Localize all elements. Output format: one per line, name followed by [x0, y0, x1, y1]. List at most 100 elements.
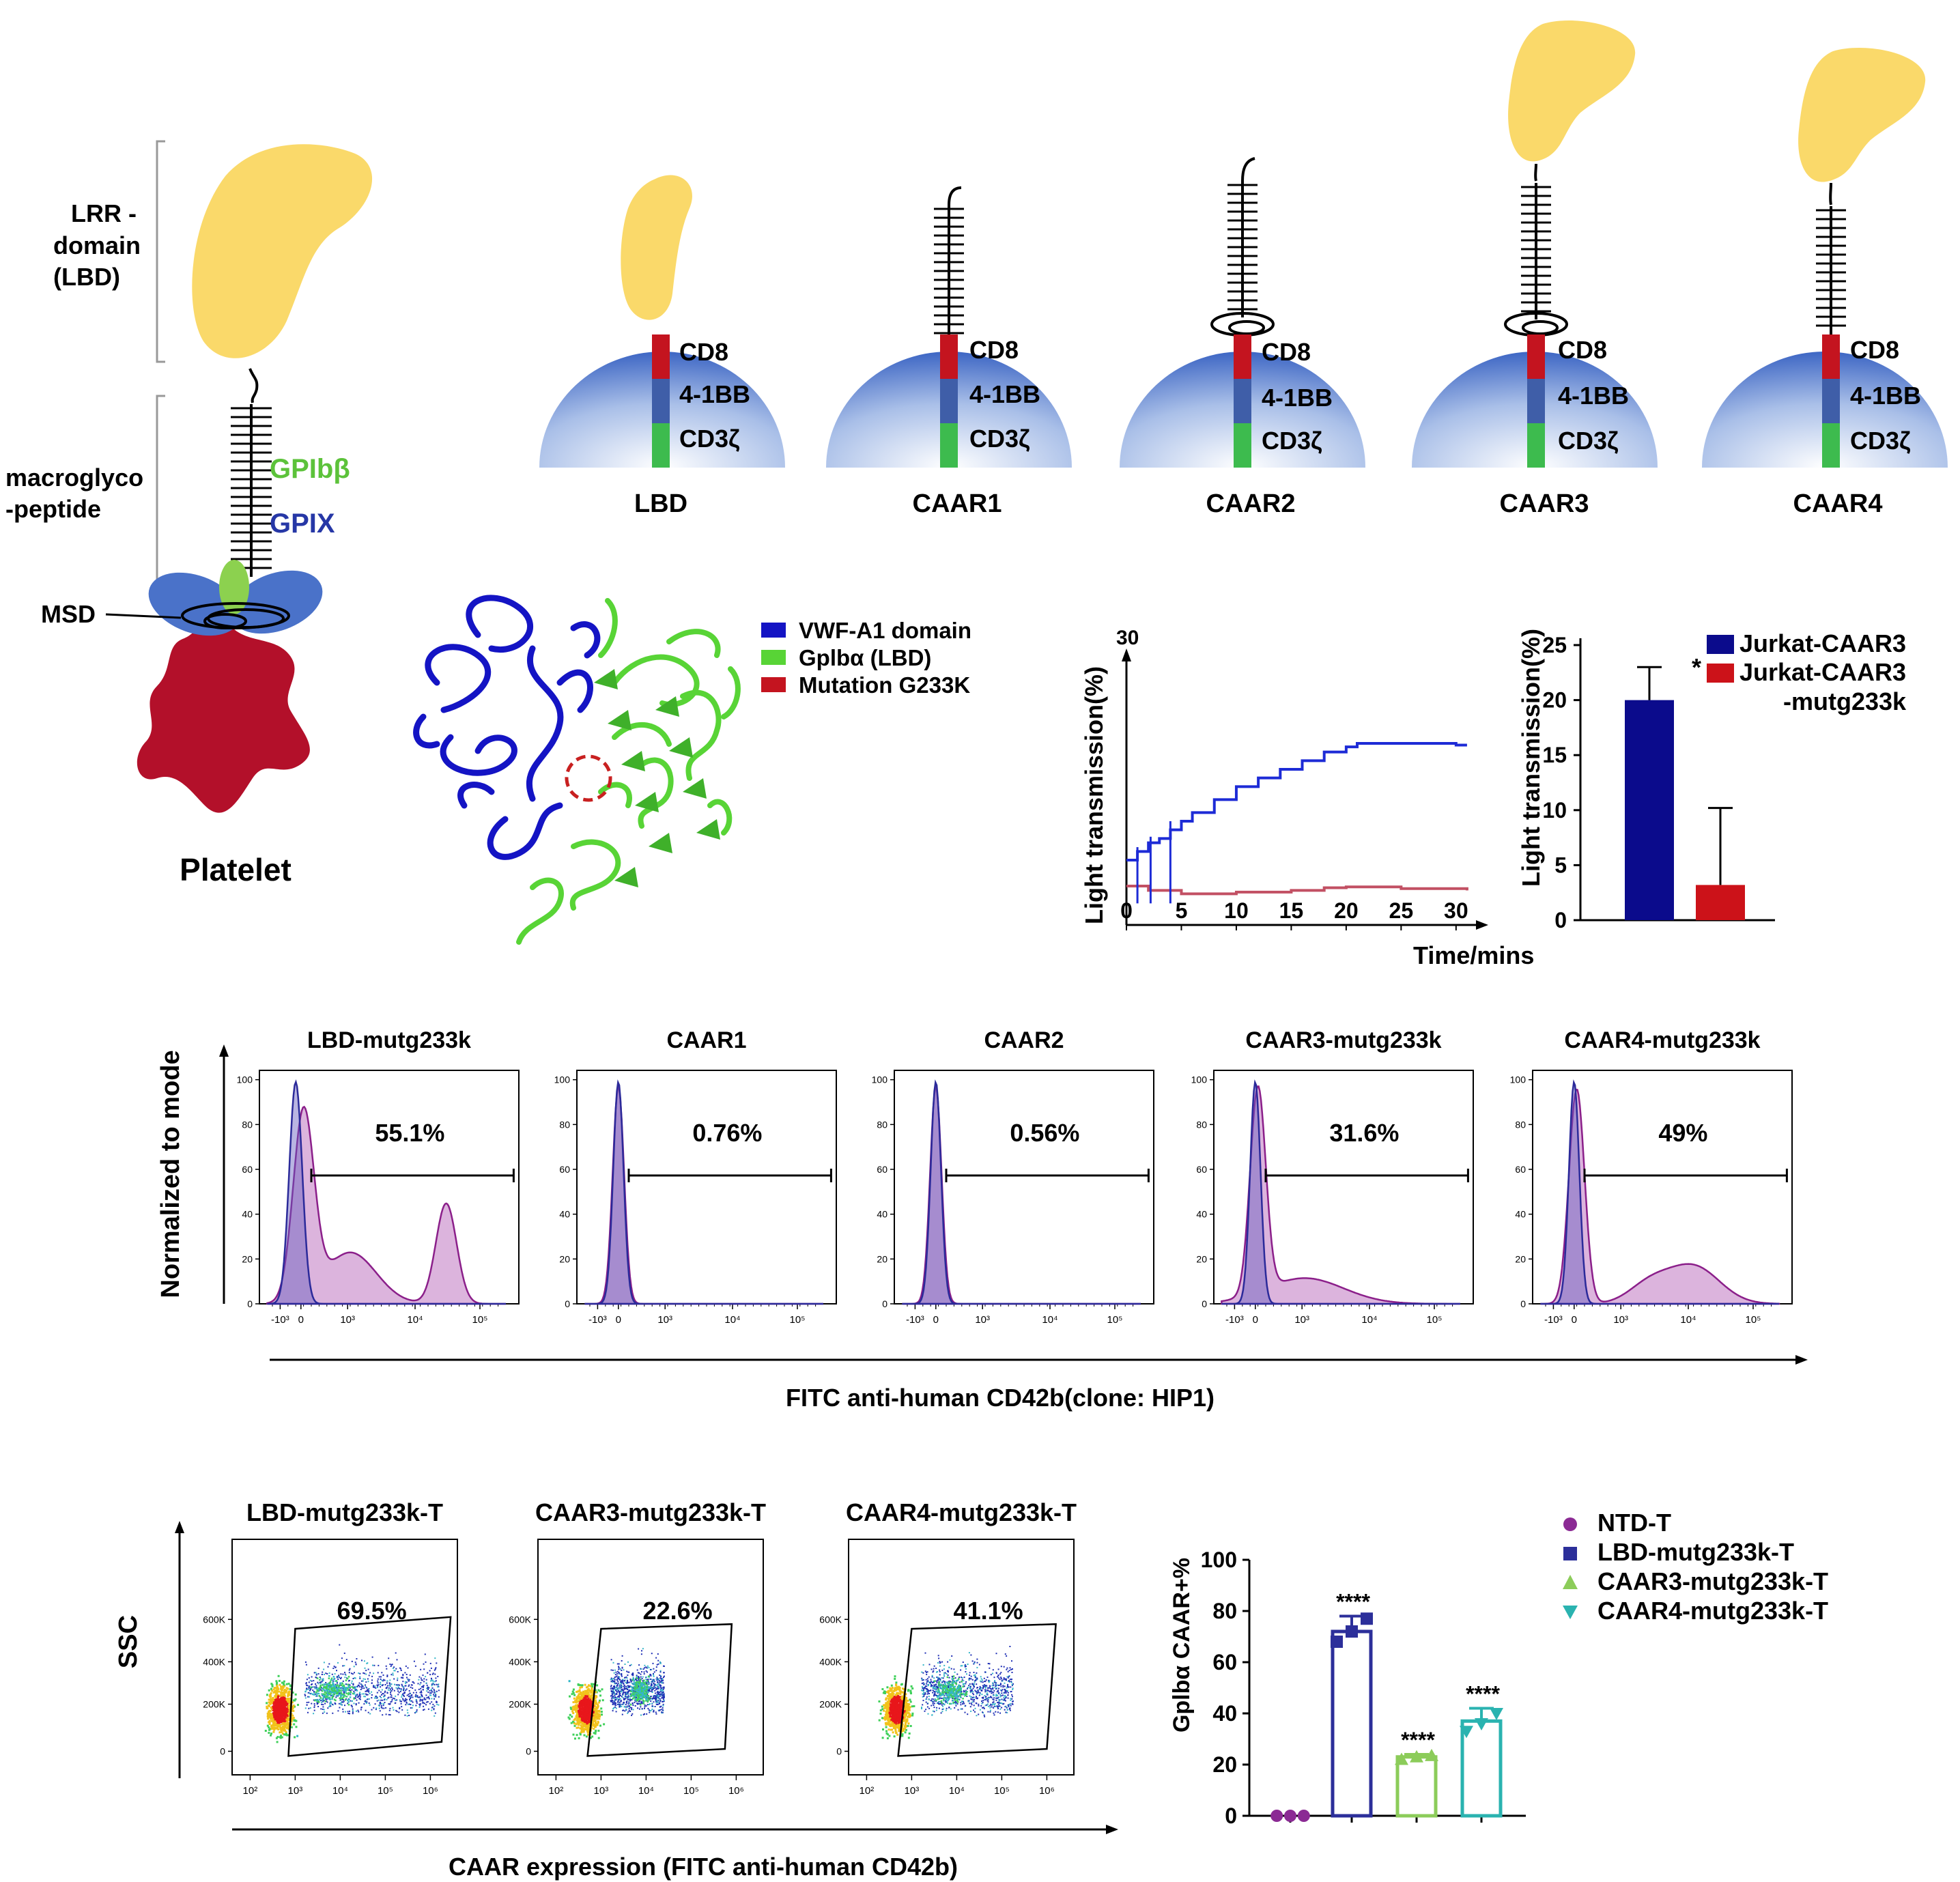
event-dot — [642, 1699, 644, 1702]
event-dot — [287, 1734, 289, 1737]
event-dot — [275, 1680, 278, 1683]
event-dot — [614, 1700, 616, 1702]
event-dot — [584, 1709, 586, 1712]
event-dot — [274, 1724, 276, 1726]
event-dot — [281, 1717, 284, 1720]
event-dot — [658, 1680, 660, 1682]
event-dot — [625, 1698, 627, 1700]
event-dot — [433, 1694, 435, 1696]
event-dot — [580, 1709, 582, 1711]
event-dot — [623, 1709, 625, 1711]
event-dot — [390, 1701, 392, 1703]
event-dot — [581, 1696, 584, 1699]
x-tick-label: 10⁴ — [638, 1785, 654, 1797]
event-dot — [941, 1661, 943, 1663]
event-dot — [610, 1686, 612, 1688]
event-dot — [287, 1695, 289, 1698]
event-dot — [975, 1679, 977, 1681]
event-dot — [386, 1698, 388, 1700]
coil — [1522, 320, 1559, 335]
event-dot — [272, 1705, 275, 1707]
event-dot — [426, 1701, 428, 1703]
event-dot — [407, 1667, 409, 1669]
event-dot — [623, 1687, 625, 1689]
event-dot — [584, 1689, 586, 1692]
event-dot — [662, 1689, 663, 1691]
cd8-label: CD8 — [1262, 338, 1311, 366]
event-dot — [655, 1657, 657, 1659]
event-dot — [662, 1690, 664, 1692]
event-dot — [319, 1685, 322, 1687]
event-dot — [587, 1691, 590, 1694]
event-dots — [567, 1648, 665, 1740]
event-dot — [397, 1688, 399, 1690]
event-dot — [325, 1672, 327, 1674]
event-dot — [290, 1713, 293, 1715]
event-dot — [339, 1699, 341, 1701]
event-dot — [652, 1662, 654, 1664]
event-dot — [585, 1728, 588, 1730]
event-dot — [339, 1694, 341, 1696]
event-dot — [575, 1700, 578, 1703]
event-dot — [622, 1679, 624, 1681]
event-dot — [661, 1681, 663, 1683]
event-dot — [653, 1679, 655, 1681]
event-dot — [352, 1692, 354, 1695]
event-dot — [922, 1689, 924, 1692]
x-tick-label: 10⁵ — [378, 1785, 393, 1797]
event-dot — [1007, 1694, 1009, 1696]
event-dot — [653, 1697, 655, 1699]
event-dot — [921, 1707, 922, 1709]
event-dot — [595, 1724, 597, 1726]
event-dot — [610, 1695, 612, 1697]
event-dot — [612, 1687, 614, 1689]
event-dot — [621, 1703, 623, 1705]
event-dot — [378, 1664, 380, 1666]
event-dot — [330, 1684, 332, 1686]
event-dot — [588, 1720, 591, 1723]
event-dot — [270, 1717, 272, 1720]
event-dot — [599, 1689, 601, 1692]
construct-caar4: CD8 4-1BB CD3ζ CAAR4 — [1702, 48, 1948, 518]
event-dot — [660, 1705, 662, 1707]
event-dot — [279, 1683, 281, 1686]
event-dot — [333, 1677, 336, 1680]
event-dot — [283, 1683, 285, 1686]
event-dot — [295, 1726, 298, 1728]
event-dot — [363, 1703, 365, 1705]
event-dot — [276, 1705, 279, 1707]
event-dot — [351, 1686, 353, 1688]
event-dot — [613, 1688, 614, 1690]
event-dot — [326, 1687, 328, 1689]
event-dot — [390, 1688, 392, 1690]
event-dot — [351, 1660, 353, 1662]
event-dot — [651, 1653, 653, 1655]
event-dot — [600, 1711, 603, 1713]
event-dot — [989, 1667, 991, 1669]
event-dot — [304, 1661, 307, 1663]
event-dot — [633, 1679, 636, 1682]
event-dot — [610, 1700, 612, 1702]
panel-title: LBD-mutg233k — [307, 1027, 471, 1053]
event-dot — [377, 1682, 379, 1684]
event-dot — [279, 1731, 281, 1734]
event-dot — [430, 1692, 432, 1694]
event-dot — [640, 1703, 642, 1706]
event-dot — [387, 1697, 389, 1699]
event-dot — [636, 1702, 638, 1704]
event-dot — [322, 1700, 324, 1702]
event-dot — [419, 1705, 421, 1707]
event-dot — [585, 1706, 588, 1709]
event-dot — [616, 1679, 618, 1681]
event-dot — [420, 1696, 422, 1698]
event-dot — [334, 1702, 336, 1704]
event-dot — [618, 1663, 620, 1665]
event-dot — [266, 1707, 268, 1709]
event-dot — [371, 1675, 373, 1677]
panel-title: CAAR1 — [666, 1027, 746, 1053]
event-dot — [406, 1701, 408, 1703]
event-dot — [283, 1709, 285, 1711]
y-tick-label: 40 — [877, 1209, 887, 1220]
event-dot — [272, 1722, 275, 1724]
